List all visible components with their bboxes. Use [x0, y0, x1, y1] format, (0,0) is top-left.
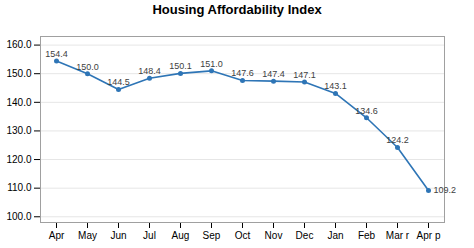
svg-text:150.0: 150.0 [6, 68, 31, 79]
svg-text:120.0: 120.0 [6, 154, 31, 165]
svg-text:Feb: Feb [358, 230, 376, 241]
svg-text:Sep: Sep [203, 230, 221, 241]
svg-text:Dec: Dec [296, 230, 314, 241]
svg-text:151.0: 151.0 [200, 59, 223, 69]
svg-text:Jan: Jan [327, 230, 343, 241]
svg-text:160.0: 160.0 [6, 39, 31, 50]
svg-text:134.6: 134.6 [355, 106, 378, 116]
svg-text:Apr p: Apr p [417, 230, 441, 241]
svg-text:May: May [78, 230, 97, 241]
svg-text:154.4: 154.4 [45, 49, 68, 59]
svg-text:110.0: 110.0 [7, 182, 32, 193]
svg-text:147.6: 147.6 [231, 68, 254, 78]
svg-text:140.0: 140.0 [6, 97, 31, 108]
svg-text:144.5: 144.5 [107, 77, 130, 87]
svg-text:Oct: Oct [235, 230, 251, 241]
svg-text:109.2: 109.2 [434, 185, 457, 195]
svg-text:Jul: Jul [143, 230, 156, 241]
svg-text:147.4: 147.4 [262, 69, 285, 79]
svg-text:Apr: Apr [49, 230, 65, 241]
svg-text:Mar r: Mar r [386, 230, 410, 241]
svg-text:143.1: 143.1 [324, 81, 347, 91]
svg-text:148.4: 148.4 [138, 66, 161, 76]
html-text:Housing Affordability Index: Housing Affordability Index [152, 2, 322, 17]
svg-text:147.1: 147.1 [293, 70, 316, 80]
svg-text:150.1: 150.1 [169, 61, 192, 71]
svg-text:124.2: 124.2 [386, 135, 409, 145]
svg-text:130.0: 130.0 [6, 125, 31, 136]
svg-text:Aug: Aug [172, 230, 190, 241]
svg-text:Nov: Nov [265, 230, 283, 241]
svg-text:Jun: Jun [110, 230, 126, 241]
svg-text:100.0: 100.0 [6, 211, 31, 222]
svg-text:150.0: 150.0 [76, 62, 99, 72]
